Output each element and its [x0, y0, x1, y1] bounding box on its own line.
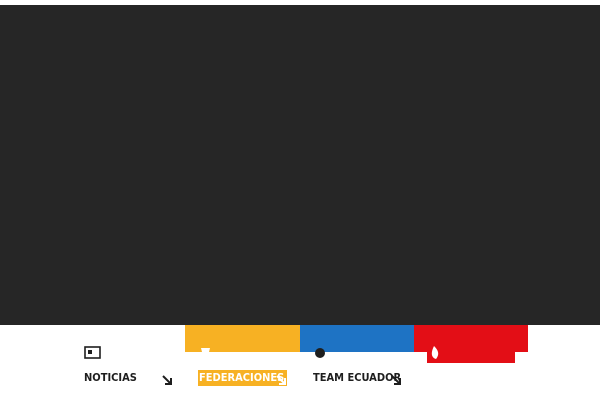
arrow [162, 375, 172, 385]
news-icon [84, 346, 101, 359]
team-icon [315, 348, 325, 358]
hero-area [0, 5, 600, 325]
yellow-block [185, 325, 300, 352]
nav-label[interactable]: NOTICIAS [84, 371, 137, 384]
blue-block [300, 325, 414, 352]
label-highlight [198, 370, 287, 386]
nav-items[interactable]: NOTICIAS FEDERACIONES TEAM ECUADOR [84, 371, 401, 384]
flame-icon [431, 346, 439, 359]
federation-icon [201, 348, 210, 358]
arrow [276, 375, 286, 385]
news-icon-part [88, 350, 92, 354]
nav-blocks [185, 325, 528, 386]
arrows [162, 375, 401, 385]
icons [84, 346, 439, 359]
arrow [391, 375, 401, 385]
red-block [414, 325, 528, 352]
nav-label[interactable]: TEAM ECUADOR [313, 371, 401, 384]
nav-label[interactable]: FEDERACIONES [199, 371, 284, 384]
red-block-tab [427, 352, 515, 363]
